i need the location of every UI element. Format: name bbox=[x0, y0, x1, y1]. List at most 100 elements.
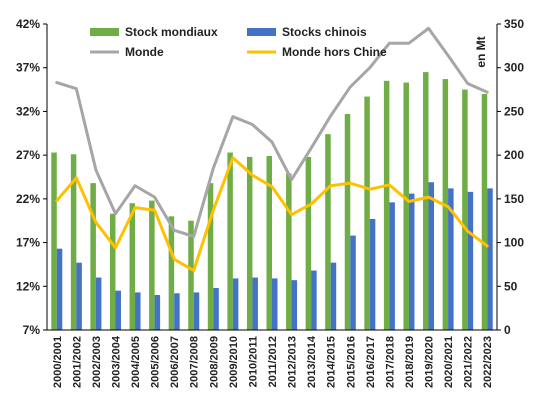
bar-stocks-chinois bbox=[115, 290, 121, 330]
legend-item-monde-hors-chine: Monde hors Chine bbox=[247, 45, 387, 59]
series-line-monde bbox=[55, 26, 489, 238]
bar-stocks-chinois bbox=[448, 188, 454, 330]
x-tick-label: 2005/2006 bbox=[150, 336, 162, 388]
bar-stocks-chinois bbox=[56, 248, 63, 330]
right-tick-label: 350 bbox=[504, 17, 524, 31]
legend-label: Stocks chinois bbox=[282, 25, 367, 39]
left-tick-label: 22% bbox=[16, 192, 40, 206]
x-tick-label: 2000/2001 bbox=[52, 336, 64, 388]
right-tick-label: 150 bbox=[504, 192, 524, 206]
x-tick-label: 2017/2018 bbox=[384, 336, 396, 388]
bar-stock-mondiaux bbox=[266, 156, 272, 330]
bar-stocks-chinois bbox=[76, 262, 82, 330]
x-tick-label: 2021/2022 bbox=[463, 336, 475, 388]
x-tick-label: 2007/2008 bbox=[189, 336, 201, 388]
bar-stock-mondiaux bbox=[423, 72, 429, 330]
right-tick-label: 50 bbox=[504, 279, 518, 293]
x-tick-label: 2018/2019 bbox=[404, 336, 416, 388]
bar-stock-mondiaux bbox=[462, 89, 468, 330]
bar-stocks-chinois bbox=[389, 202, 395, 330]
bar-stocks-chinois bbox=[330, 262, 337, 330]
bar-layer bbox=[51, 72, 493, 330]
left-tick-label: 37% bbox=[16, 61, 40, 75]
bar-stocks-chinois bbox=[487, 188, 493, 330]
x-tick-label: 2013/2014 bbox=[306, 335, 318, 388]
left-tick-label: 27% bbox=[16, 148, 40, 162]
bar-stock-mondiaux bbox=[383, 80, 390, 330]
bar-stocks-chinois bbox=[174, 293, 180, 330]
bar-stock-mondiaux bbox=[70, 154, 77, 330]
bar-stocks-chinois bbox=[369, 218, 376, 330]
legend-label: Stock mondiaux bbox=[125, 25, 218, 39]
bar-stocks-chinois bbox=[428, 182, 435, 330]
x-tick-label: 2015/2016 bbox=[345, 336, 357, 388]
bar-stock-mondiaux bbox=[481, 93, 488, 330]
legend-swatch bbox=[247, 28, 276, 36]
legend-item-stock-mondiaux: Stock mondiaux bbox=[90, 25, 218, 39]
bar-stocks-chinois bbox=[467, 191, 474, 330]
left-tick-label: 17% bbox=[16, 236, 40, 250]
bar-stock-mondiaux bbox=[51, 152, 57, 330]
right-tick-label: 300 bbox=[504, 61, 524, 75]
right-tick-label: 250 bbox=[504, 104, 524, 118]
legend-swatch bbox=[90, 28, 119, 36]
x-tick-label: 2009/2010 bbox=[228, 336, 240, 388]
x-tick-label: 2012/2013 bbox=[287, 336, 299, 388]
bar-stocks-chinois bbox=[252, 277, 258, 330]
bar-stock-mondiaux bbox=[286, 173, 292, 330]
x-tick-label: 2019/2020 bbox=[424, 336, 436, 388]
bar-stock-mondiaux bbox=[227, 152, 233, 330]
bar-stock-mondiaux bbox=[90, 183, 96, 330]
x-tick-label: 2010/2011 bbox=[247, 336, 259, 387]
x-tick-label: 2004/2005 bbox=[130, 336, 142, 388]
bar-stocks-chinois bbox=[272, 278, 278, 330]
bar-stock-mondiaux bbox=[149, 200, 155, 330]
bar-stock-mondiaux bbox=[109, 213, 116, 330]
bar-stocks-chinois bbox=[350, 235, 356, 330]
right-tick-label: 200 bbox=[504, 148, 524, 162]
bar-stocks-chinois bbox=[408, 193, 415, 330]
x-tick-label: 2016/2017 bbox=[365, 336, 377, 388]
bar-stocks-chinois bbox=[291, 280, 298, 330]
bar-stock-mondiaux bbox=[325, 134, 331, 330]
bar-stock-mondiaux bbox=[129, 203, 136, 330]
left-tick-label: 7% bbox=[23, 323, 41, 337]
left-tick-label: 12% bbox=[16, 279, 40, 293]
x-tick-label: 2020/2021 bbox=[443, 336, 455, 388]
x-tick-label: 2011/2012 bbox=[267, 336, 279, 387]
legend-label: Monde bbox=[125, 45, 164, 59]
bar-stocks-chinois bbox=[95, 277, 102, 330]
left-tick-label: 32% bbox=[16, 104, 40, 118]
bar-stock-mondiaux bbox=[403, 82, 409, 330]
legend-item-stocks-chinois: Stocks chinois bbox=[247, 25, 367, 39]
bar-stocks-chinois bbox=[213, 288, 219, 330]
right-tick-label: 0 bbox=[504, 323, 511, 337]
bar-stock-mondiaux bbox=[188, 220, 194, 330]
x-tick-label: 2003/2004 bbox=[110, 335, 122, 388]
bar-stock-mondiaux bbox=[305, 156, 312, 330]
x-tick-label: 2014/2015 bbox=[326, 336, 338, 388]
x-tick-label: 2006/2007 bbox=[169, 336, 181, 388]
series-line-monde-hors-chine bbox=[55, 156, 489, 273]
bar-stocks-chinois bbox=[232, 278, 239, 330]
x-tick-label: 2001/2002 bbox=[71, 336, 83, 388]
bar-stocks-chinois bbox=[193, 292, 200, 330]
left-tick-label: 42% bbox=[16, 17, 40, 31]
bar-stocks-chinois bbox=[311, 270, 317, 330]
right-axis-unit-label: en Mt bbox=[474, 36, 488, 67]
legend: Stock mondiaux Stocks chinois Monde Monde h… bbox=[90, 25, 387, 59]
legend-item-monde: Monde bbox=[90, 45, 164, 59]
legend-label: Monde hors Chine bbox=[282, 45, 387, 59]
x-tick-label: 2008/2009 bbox=[208, 336, 220, 388]
bar-stock-mondiaux bbox=[168, 216, 175, 330]
axes: 7% 12% 17% 22% 27% 32% 37% 42% 0 50 100 150 200 250 30… bbox=[16, 17, 524, 388]
bar-stocks-chinois bbox=[135, 292, 141, 330]
line-layer bbox=[55, 26, 489, 273]
bar-stocks-chinois bbox=[154, 295, 161, 330]
bar-stock-mondiaux bbox=[207, 183, 214, 330]
x-tick-label: 2002/2003 bbox=[91, 336, 103, 388]
right-tick-label: 100 bbox=[504, 236, 524, 250]
bar-stock-mondiaux bbox=[246, 156, 253, 330]
bar-stock-mondiaux bbox=[364, 96, 370, 330]
